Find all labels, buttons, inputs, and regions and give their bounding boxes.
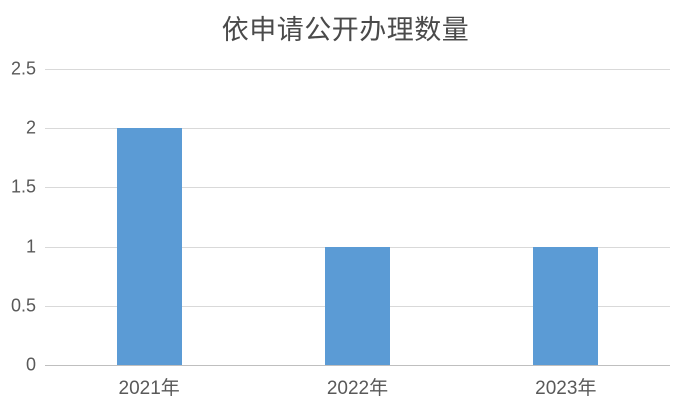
- bar-slot-2021: [45, 69, 253, 365]
- plot-area: [45, 69, 670, 366]
- chart-title: 依申请公开办理数量: [221, 15, 470, 45]
- x-axis-category-label: 2023年: [535, 378, 597, 399]
- gridline-2_5: [45, 69, 670, 70]
- x-axis-line: [45, 365, 670, 366]
- bar-2022: [324, 246, 390, 365]
- y-axis-tick-label: 2.5: [10, 58, 36, 79]
- y-axis-tick-label: 1.5: [10, 176, 36, 197]
- bar-slot-2022: [253, 69, 461, 365]
- gridline-1_5: [45, 187, 670, 189]
- y-axis-tick-label: 1: [25, 236, 36, 257]
- x-axis: 2021年 2022年 2023年: [45, 366, 670, 400]
- y-axis: 2.5 2 1.5 1 0.5 0: [0, 59, 36, 375]
- y-axis-tick-label: 0: [25, 354, 36, 375]
- bar-series: [45, 69, 670, 365]
- gridline-2: [45, 128, 670, 130]
- bar-slot-2023: [462, 69, 670, 365]
- y-axis-tick-label: 2: [25, 117, 36, 138]
- bar-2021: [116, 128, 182, 365]
- x-axis-category-label: 2021年: [118, 378, 180, 399]
- x-axis-category-label: 2022年: [326, 378, 389, 399]
- bar-2023: [533, 246, 599, 365]
- y-axis-tick-label: 0.5: [10, 295, 36, 316]
